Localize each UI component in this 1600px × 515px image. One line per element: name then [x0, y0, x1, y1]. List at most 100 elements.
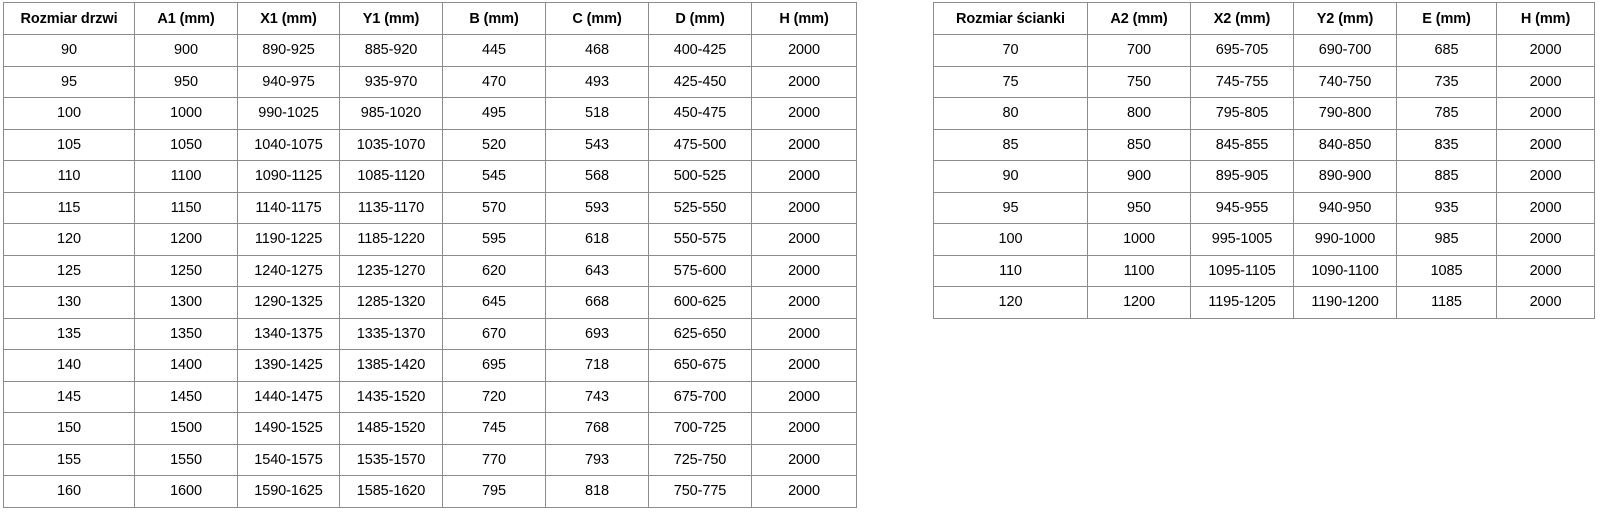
table-cell: 1335-1370	[339, 317, 443, 350]
table-cell: 695-705	[1190, 34, 1294, 67]
table-row: 70 700 695-705 690-700 685 2000	[933, 34, 1595, 67]
doors-size-table: Rozmiar drzwi A1 (mm) X1 (mm) Y1 (mm) B (mm)…	[3, 2, 857, 508]
table-cell: 935	[1396, 191, 1497, 224]
table-cell: 568	[545, 160, 649, 193]
table-cell: 1185	[1396, 286, 1497, 319]
table-cell: 1185-1220	[339, 223, 443, 256]
table-cell: 1450	[134, 380, 238, 413]
table-row: 100 1000 995-1005 990-1000 985 2000	[933, 223, 1595, 256]
table-cell: 1285-1320	[339, 286, 443, 319]
column-header: D (mm)	[648, 2, 752, 35]
table-cell: 840-850	[1293, 128, 1397, 161]
table-cell: 2000	[1496, 65, 1595, 98]
table-cell: 1000	[1087, 223, 1191, 256]
table-cell: 525-550	[648, 191, 752, 224]
row-size-label: 130	[3, 286, 135, 319]
table-cell: 645	[442, 286, 546, 319]
table-cell: 1090-1100	[1293, 254, 1397, 287]
table-cell: 1400	[134, 349, 238, 382]
table-row: 95 950 945-955 940-950 935 2000	[933, 191, 1595, 224]
table-cell: 593	[545, 191, 649, 224]
table-cell: 2000	[751, 65, 857, 98]
table-cell: 2000	[751, 254, 857, 287]
column-header: Y1 (mm)	[339, 2, 443, 35]
table-cell: 1550	[134, 443, 238, 476]
table-cell: 1200	[134, 223, 238, 256]
table-cell: 845-855	[1190, 128, 1294, 161]
table-cell: 895-905	[1190, 160, 1294, 193]
table-cell: 835	[1396, 128, 1497, 161]
table-row: 105 1050 1040-1075 1035-1070 520 543 475-500 20…	[3, 128, 857, 161]
table-cell: 785	[1396, 97, 1497, 130]
row-size-label: 80	[933, 97, 1088, 130]
table-row: 90 900 895-905 890-900 885 2000	[933, 160, 1595, 193]
table-cell: 1195-1205	[1190, 286, 1294, 319]
table-cell: 2000	[1496, 128, 1595, 161]
table-cell: 2000	[751, 286, 857, 319]
table-row: 115 1150 1140-1175 1135-1170 570 593 525-550 20…	[3, 191, 857, 224]
column-header: H (mm)	[751, 2, 857, 35]
table-cell: 750-775	[648, 475, 752, 508]
table-row: 135 1350 1340-1375 1335-1370 670 693 625-650 20…	[3, 317, 857, 350]
wall-size-table: Rozmiar ścianki A2 (mm) X2 (mm) Y2 (mm) E (m…	[933, 2, 1595, 319]
row-size-label: 90	[3, 34, 135, 67]
table-cell: 2000	[751, 475, 857, 508]
column-header: X1 (mm)	[237, 2, 340, 35]
table-cell: 1240-1275	[237, 254, 340, 287]
table-cell: 945-955	[1190, 191, 1294, 224]
row-size-label: 135	[3, 317, 135, 350]
table-cell: 493	[545, 65, 649, 98]
column-header: Y2 (mm)	[1293, 2, 1397, 35]
table-cell: 2000	[751, 380, 857, 413]
table-cell: 1390-1425	[237, 349, 340, 382]
table-cell: 1035-1070	[339, 128, 443, 161]
table-row: 110 1100 1090-1125 1085-1120 545 568 500-525 20…	[3, 160, 857, 193]
row-size-label: 90	[933, 160, 1088, 193]
column-header: Rozmiar drzwi	[3, 2, 135, 35]
table-cell: 985-1020	[339, 97, 443, 130]
table-cell: 600-625	[648, 286, 752, 319]
table-cell: 1590-1625	[237, 475, 340, 508]
column-header: X2 (mm)	[1190, 2, 1294, 35]
table-cell: 1235-1270	[339, 254, 443, 287]
table-cell: 985	[1396, 223, 1497, 256]
column-header: Rozmiar ścianki	[933, 2, 1088, 35]
table-cell: 543	[545, 128, 649, 161]
row-size-label: 120	[3, 223, 135, 256]
table-cell: 2000	[1496, 254, 1595, 287]
table-cell: 1000	[134, 97, 238, 130]
row-size-label: 100	[3, 97, 135, 130]
table-cell: 900	[134, 34, 238, 67]
table-cell: 2000	[1496, 97, 1595, 130]
table-cell: 885-920	[339, 34, 443, 67]
column-header: E (mm)	[1396, 2, 1497, 35]
table-cell: 950	[1087, 191, 1191, 224]
table-cell: 520	[442, 128, 546, 161]
table-row: 85 850 845-855 840-850 835 2000	[933, 128, 1595, 161]
table-cell: 625-650	[648, 317, 752, 350]
table-cell: 745	[442, 412, 546, 445]
table-row: 140 1400 1390-1425 1385-1420 695 718 650-675 20…	[3, 349, 857, 382]
table-cell: 1085-1120	[339, 160, 443, 193]
table-cell: 750	[1087, 65, 1191, 98]
table-cell: 595	[442, 223, 546, 256]
table-cell: 690-700	[1293, 34, 1397, 67]
table-row: 110 1100 1095-1105 1090-1100 1085 2000	[933, 254, 1595, 287]
table-cell: 990-1000	[1293, 223, 1397, 256]
row-size-label: 150	[3, 412, 135, 445]
table-cell: 2000	[751, 191, 857, 224]
table-cell: 725-750	[648, 443, 752, 476]
table-row: 160 1600 1590-1625 1585-1620 795 818 750-775 20…	[3, 475, 857, 508]
table-cell: 2000	[1496, 160, 1595, 193]
table-cell: 700	[1087, 34, 1191, 67]
table-cell: 1100	[1087, 254, 1191, 287]
table-cell: 1300	[134, 286, 238, 319]
table-cell: 1585-1620	[339, 475, 443, 508]
column-header: H (mm)	[1496, 2, 1595, 35]
table-row: 90 900 890-925 885-920 445 468 400-425 2000	[3, 34, 857, 67]
row-size-label: 155	[3, 443, 135, 476]
table-cell: 445	[442, 34, 546, 67]
table-cell: 670	[442, 317, 546, 350]
table-cell: 2000	[751, 128, 857, 161]
